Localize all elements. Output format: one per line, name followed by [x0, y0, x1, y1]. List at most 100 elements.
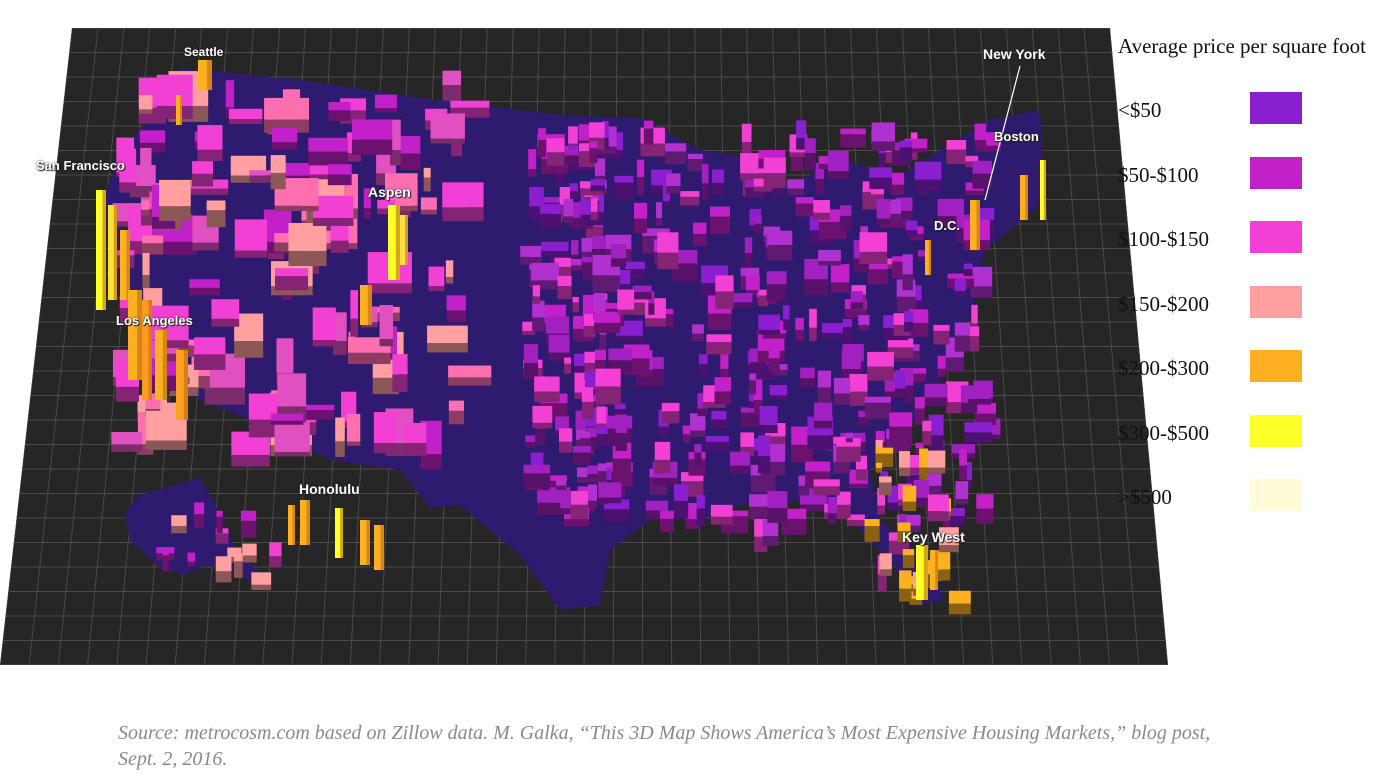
price-tower — [176, 95, 182, 125]
price-towers — [96, 60, 1046, 600]
price-block-side — [846, 519, 865, 527]
price-block-side — [442, 85, 462, 101]
label-honolulu: Honolulu — [299, 481, 360, 497]
price-block-side — [546, 152, 565, 166]
price-block-side — [603, 509, 630, 522]
price-block — [625, 261, 645, 270]
price-block — [327, 164, 352, 175]
price-block — [817, 370, 831, 388]
price-block — [769, 384, 788, 396]
price-block — [240, 510, 257, 521]
price-block — [976, 494, 994, 509]
price-block-side — [833, 461, 851, 474]
price-block — [800, 367, 815, 379]
price-block — [537, 490, 561, 503]
price-block-side — [427, 343, 468, 353]
price-block-side — [139, 142, 166, 153]
price-block — [661, 402, 680, 412]
price-block — [603, 499, 630, 510]
price-tower — [1020, 175, 1028, 220]
price-block-side — [703, 402, 726, 408]
price-block — [933, 324, 950, 331]
price-block-side — [271, 142, 298, 150]
price-block-side — [740, 412, 765, 428]
price-block-side — [919, 467, 928, 480]
price-block-side — [849, 391, 868, 406]
price-block — [687, 153, 703, 159]
price-block — [875, 462, 883, 468]
price-block — [234, 219, 268, 251]
price-block-side — [392, 374, 408, 393]
price-block — [924, 383, 948, 398]
housing-price-map — [0, 28, 1168, 665]
price-block-side — [796, 138, 807, 150]
price-block — [876, 199, 890, 219]
price-block — [766, 271, 787, 285]
price-block-side — [895, 388, 912, 394]
price-block — [655, 202, 663, 219]
price-tower-shade — [1043, 160, 1046, 220]
label-new-york: New York — [983, 46, 1046, 62]
price-block — [938, 527, 959, 546]
price-block-side — [555, 485, 567, 491]
price-block — [959, 449, 967, 466]
price-block — [584, 351, 604, 363]
price-block — [590, 198, 598, 212]
price-block — [264, 97, 310, 120]
price-block-side — [171, 525, 187, 534]
price-tower-shade — [179, 95, 182, 125]
price-block — [578, 143, 595, 152]
price-block — [850, 291, 863, 303]
price-block-side — [763, 173, 786, 189]
price-block-side — [759, 424, 778, 434]
price-block — [948, 590, 971, 604]
price-block — [898, 451, 911, 468]
price-block-side — [833, 393, 851, 406]
price-block-side — [538, 139, 546, 158]
price-block — [636, 159, 645, 178]
price-block — [673, 484, 689, 501]
price-block-side — [711, 419, 727, 429]
price-block — [158, 348, 179, 354]
price-block-side — [581, 401, 594, 420]
price-block — [586, 427, 597, 438]
price-block — [242, 543, 257, 556]
price-block — [917, 250, 931, 257]
price-block — [821, 323, 848, 333]
price-block-side — [142, 243, 164, 255]
price-block-side — [240, 520, 257, 538]
price-block — [937, 355, 946, 369]
price-block-side — [525, 442, 536, 448]
price-block — [818, 155, 835, 164]
price-block-side — [269, 556, 282, 567]
price-block — [714, 377, 731, 392]
price-block — [520, 245, 542, 257]
price-block — [904, 311, 914, 322]
price-block — [442, 182, 484, 208]
price-block — [377, 199, 395, 209]
price-tower-shade — [102, 190, 106, 310]
price-block — [720, 351, 729, 369]
price-block-side — [448, 410, 465, 425]
price-block-side — [249, 175, 279, 183]
price-block — [270, 413, 304, 421]
price-block-side — [532, 296, 541, 304]
price-block-side — [346, 441, 361, 446]
price-block-side — [385, 205, 418, 212]
price-block-side — [274, 205, 319, 212]
price-block — [889, 142, 910, 151]
price-block-side — [729, 465, 751, 474]
price-block-side — [933, 330, 950, 345]
legend-swatch — [1250, 156, 1302, 189]
price-block-side — [442, 207, 484, 222]
price-block — [862, 181, 871, 192]
price-block — [913, 479, 930, 498]
price-block-side — [862, 191, 871, 197]
price-block — [227, 547, 242, 557]
price-block — [328, 101, 351, 111]
price-block-side — [720, 368, 729, 383]
price-block — [644, 298, 666, 319]
price-block — [588, 191, 599, 201]
price-block-side — [890, 184, 905, 196]
price-block — [379, 305, 394, 339]
